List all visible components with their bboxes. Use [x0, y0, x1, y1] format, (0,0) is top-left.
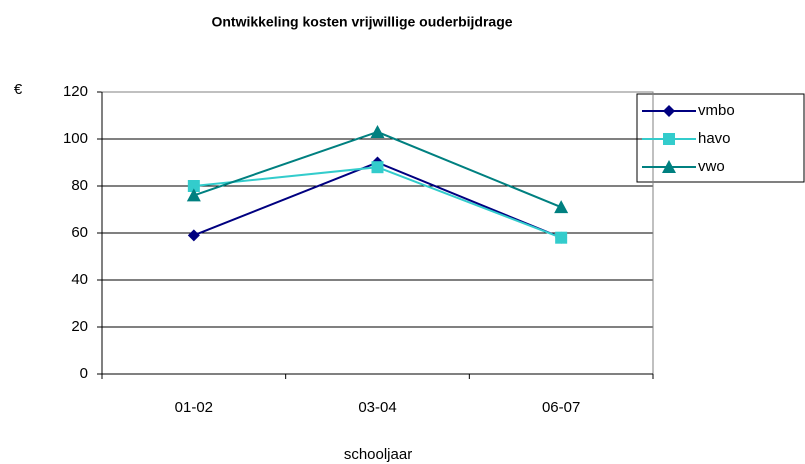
legend-marker: [662, 160, 676, 173]
marker: [187, 229, 200, 242]
y-tick-label: 60: [71, 224, 88, 241]
series-line: [193, 161, 562, 239]
x-axis-label: schooljaar: [344, 446, 412, 463]
y-axis-label: €: [14, 81, 23, 98]
legend-marker: [663, 133, 675, 145]
y-tick-label: 40: [71, 271, 88, 288]
x-tick-label: 06-07: [542, 399, 580, 416]
marker: [554, 200, 569, 214]
legend-label: vwo: [698, 158, 725, 175]
legend-marker: [663, 105, 675, 117]
y-tick-label: 0: [80, 365, 88, 382]
y-tick-label: 100: [63, 130, 88, 147]
series-line: [193, 166, 562, 239]
marker: [555, 231, 568, 244]
x-tick-label: 01-02: [175, 399, 213, 416]
x-tick-label: 03-04: [358, 399, 396, 416]
y-tick-label: 20: [71, 318, 88, 335]
legend-label: vmbo: [698, 102, 735, 119]
marker: [370, 124, 385, 138]
y-tick-label: 80: [71, 177, 88, 194]
marker: [186, 188, 201, 202]
marker: [371, 161, 384, 174]
y-tick-label: 120: [63, 83, 88, 100]
marker: [187, 180, 200, 192]
chart-title: Ontwikkeling kosten vrijwillige ouderbij…: [211, 14, 512, 30]
legend-label: havo: [698, 130, 731, 147]
